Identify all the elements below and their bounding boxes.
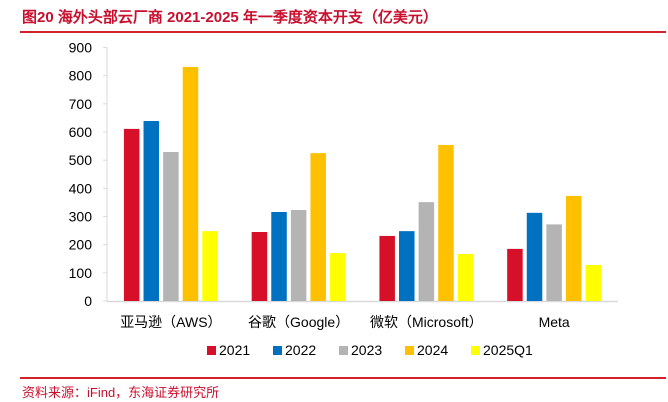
legend-swatch-2023 [339, 346, 348, 355]
source-note: 资料来源：iFind，东海证券研究所 [22, 385, 220, 400]
bar-2024-0 [182, 66, 199, 301]
legend-label-2021: 2021 [219, 342, 250, 358]
legend-swatch-2021 [207, 346, 216, 355]
y-tick-label: 600 [69, 124, 93, 140]
legend-label-2022: 2022 [285, 342, 316, 358]
figure-title: 图20 海外头部云厂商 2021-2025 年一季度资本开支（亿美元） [22, 9, 438, 26]
x-tick-label: 谷歌（Google） [248, 314, 349, 330]
bar-2025Q1-1 [330, 253, 346, 301]
bar-2022-3 [526, 212, 543, 301]
y-tick-label: 500 [69, 152, 93, 168]
y-tick-label: 900 [69, 40, 93, 56]
y-tick-label: 800 [69, 68, 93, 84]
category-labels: 亚马逊（AWS） 谷歌（Google） 微软（Microsoft） Meta [120, 314, 570, 330]
y-tick-label: 100 [69, 265, 93, 281]
x-tick-label: 亚马逊（AWS） [120, 314, 221, 330]
bar-2025Q1-0 [202, 231, 218, 301]
bar-2022-1 [271, 211, 287, 301]
bar-2022-2 [399, 231, 415, 301]
legend-swatch-2022 [273, 346, 282, 355]
bar-2025Q1-3 [585, 264, 602, 301]
bar-2024-2 [438, 144, 454, 301]
legend-swatch-2025Q1 [471, 346, 480, 355]
y-tick-label: 400 [69, 180, 93, 196]
legend-label-2025Q1: 2025Q1 [483, 342, 533, 358]
bar-2022-0 [143, 121, 160, 301]
bar-2024-3 [565, 195, 582, 301]
bar-2024-1 [310, 153, 326, 301]
bar-2023-1 [290, 210, 307, 301]
y-tick-label: 700 [69, 96, 93, 112]
title-divider [20, 31, 666, 33]
bars [123, 66, 602, 301]
bar-2021-3 [507, 248, 523, 301]
bar-2021-2 [379, 235, 395, 301]
bar-2025Q1-2 [457, 253, 474, 301]
x-tick-label: 微软（Microsoft） [370, 314, 483, 330]
bar-2021-0 [123, 128, 140, 301]
x-tick-label: Meta [539, 314, 570, 330]
legend: 2021 2022 2023 2024 2025Q1 [207, 342, 533, 358]
legend-swatch-2024 [405, 346, 414, 355]
y-axis: 0 100 200 300 400 500 600 700 800 900 [69, 40, 108, 309]
y-tick-label: 0 [84, 293, 92, 309]
legend-label-2023: 2023 [351, 342, 382, 358]
y-tick-label: 300 [69, 209, 93, 225]
legend-label-2024: 2024 [417, 342, 448, 358]
bar-2023-2 [418, 202, 435, 301]
bar-2021-1 [251, 231, 268, 301]
y-tick-label: 200 [69, 237, 93, 253]
bar-2023-0 [163, 151, 179, 301]
bar-2023-3 [546, 224, 562, 301]
source-divider [20, 377, 666, 379]
